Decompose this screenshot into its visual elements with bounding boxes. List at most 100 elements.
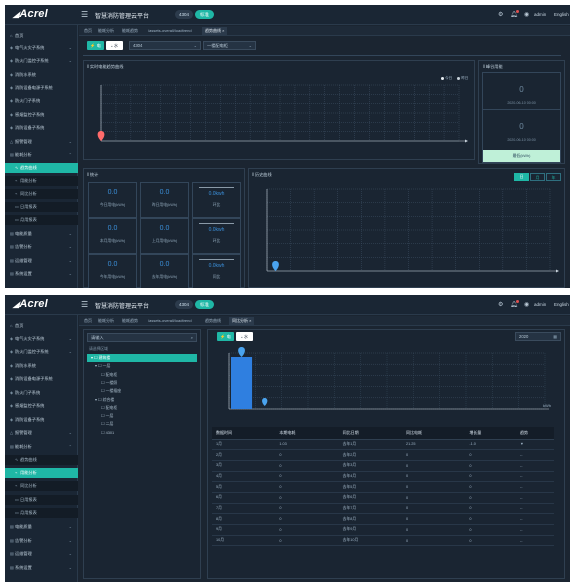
- table-cell: --: [515, 460, 554, 472]
- tree-filter[interactable]: 请选择区域: [89, 347, 108, 351]
- user-icon[interactable]: ◉: [524, 12, 530, 18]
- tree-node[interactable]: ☐ 二层: [101, 421, 114, 427]
- username[interactable]: admin: [534, 12, 547, 17]
- tree-node[interactable]: ☐ 配电柜: [101, 371, 118, 377]
- menu-toggle-icon[interactable]: ☰: [81, 300, 89, 309]
- bell-icon[interactable]: 🔔︎: [510, 302, 518, 308]
- sidebar-item-fire-door[interactable]: ◈ 防火门子系统: [5, 96, 78, 106]
- tab-home[interactable]: 首页: [84, 318, 92, 323]
- tab-trend-curve[interactable]: 趋势曲线 ×: [202, 27, 228, 35]
- stat-label: 环比: [212, 203, 221, 207]
- sidebar-item-alarm[interactable]: △ 报警管理 ⌄: [5, 428, 78, 438]
- tab-path[interactable]: /assets-overall/loadtrend: [148, 318, 192, 323]
- sidebar-sub-trend[interactable]: ∿ 趋势曲线: [5, 455, 78, 465]
- table-row: 7月 0 去年7月 0 0 --: [212, 503, 554, 515]
- sidebar-item-power-quality[interactable]: ▤电能质量 ⌄: [5, 229, 78, 239]
- sidebar-item-energy[interactable]: ▤能耗分析 ⌃: [5, 150, 78, 160]
- sidebar-item-alarm-analysis[interactable]: ▤告警分析 ⌄: [5, 536, 78, 546]
- sidebar-item-power-supply[interactable]: ◈ 消防设备电源子系统: [5, 83, 78, 93]
- sidebar-sub-usage[interactable]: ⌁ 用能分析: [5, 176, 78, 186]
- sidebar-item-smoke-monitor[interactable]: ◈ 感烟监控子系统: [5, 110, 78, 120]
- sidebar-item-fire-equipment[interactable]: ◈ 消防设备子系统: [5, 415, 78, 425]
- sidebar-item-power-supply[interactable]: ◈ 消防设备电源子系统: [5, 374, 78, 384]
- tab-energy-trend[interactable]: 能耗趋势: [122, 318, 138, 323]
- param-select[interactable]: 一楼配电柜 ⌄: [203, 41, 256, 50]
- sidebar-item-electrical-fire[interactable]: ◈ 电气火灾子系统 ⌄: [5, 43, 78, 53]
- language-switch[interactable]: English: [554, 12, 569, 17]
- table-header: 增长量: [465, 427, 516, 440]
- tab-path[interactable]: /assets-overall/loadtrend: [148, 28, 192, 33]
- year-select[interactable]: 2020 ▦: [515, 332, 561, 341]
- sidebar-sub-yoy[interactable]: ⌁ 同比分析: [5, 481, 78, 491]
- sidebar-item-smoke-monitor[interactable]: ◈ 感烟监控子系统: [5, 401, 78, 411]
- tree-search-input[interactable]: 请输入 ⌕: [87, 333, 197, 342]
- tab-trend-curve[interactable]: 趋势曲线: [205, 318, 221, 323]
- tree-node[interactable]: ▾ ☐ 建筑楼: [87, 354, 197, 362]
- sidebar-item-power-quality[interactable]: ▤电能质量 ⌄: [5, 522, 78, 532]
- sidebar-sub-usage[interactable]: ⌁ 用能分析: [5, 468, 78, 478]
- level-badge: 标准: [195, 300, 214, 309]
- sidebar-item-water-system[interactable]: ◈ 消防水系统: [5, 70, 78, 80]
- sidebar-item-alarm[interactable]: △ 报警管理 ⌄: [5, 137, 78, 147]
- tree-node[interactable]: ☐ 一层: [101, 413, 114, 419]
- settings-icon[interactable]: ⚙: [498, 12, 504, 18]
- username[interactable]: admin: [534, 302, 547, 307]
- table-cell: 0: [465, 513, 516, 525]
- meter-select[interactable]: 4304 ⌄: [129, 41, 201, 50]
- table-cell: 去年2月: [338, 449, 402, 461]
- sidebar-sub-yoy[interactable]: ⌁ 同比分析: [5, 189, 78, 199]
- sidebar-item-home[interactable]: ⌂ 首页: [5, 31, 78, 41]
- period-year[interactable]: 年: [546, 173, 561, 181]
- period-day[interactable]: 日: [514, 173, 529, 181]
- sidebar-sub-daily-report[interactable]: ▭日用报表: [5, 202, 78, 212]
- axis-arrow-icon: [465, 139, 468, 143]
- history-title: ‖ 历史曲线: [252, 172, 272, 177]
- bell-icon[interactable]: 🔔︎: [510, 12, 518, 18]
- menu-toggle-icon[interactable]: ☰: [81, 10, 89, 19]
- sidebar-item-maintenance[interactable]: ▤运维管理 ⌄: [5, 549, 78, 559]
- sidebar-item-maintenance[interactable]: ▤运维管理 ⌄: [5, 256, 78, 266]
- sidebar-item-fire-door-monitor[interactable]: ◈ 防火门监控子系统 ⌄: [5, 56, 78, 66]
- tree-node[interactable]: ☐ 4301: [101, 429, 115, 435]
- toggle-water[interactable]: 💧︎ 水: [236, 332, 253, 341]
- sidebar-sub-daily-report[interactable]: ▭日用报表: [5, 495, 78, 505]
- sidebar-item-water-system[interactable]: ◈ 消防水系统: [5, 361, 78, 371]
- toggle-water[interactable]: 💧︎ 水: [106, 41, 123, 50]
- data-marker-icon: [262, 398, 268, 406]
- sidebar-item-energy[interactable]: ▤能耗分析 ⌃: [5, 442, 78, 452]
- toggle-electric[interactable]: ⚡ 电: [87, 41, 104, 50]
- tab-energy[interactable]: 能耗分析: [98, 28, 114, 33]
- tree-node[interactable]: ☐ 一楼照: [101, 379, 118, 385]
- alarm-icon: △: [10, 430, 14, 435]
- sidebar-item-fire-door[interactable]: ◈ 防火门子系统: [5, 388, 78, 398]
- tab-energy[interactable]: 能耗分析: [98, 318, 114, 323]
- sidebar-item-electrical-fire[interactable]: ◈ 电气火灾子系统 ⌄: [5, 334, 78, 344]
- table-cell: 4月: [212, 471, 276, 483]
- sidebar-sub-monthly-report[interactable]: ▭月用报表: [5, 215, 78, 225]
- settings-icon[interactable]: ⚙: [498, 302, 504, 308]
- sidebar-item-fire-equipment[interactable]: ◈ 消防设备子系统: [5, 123, 78, 133]
- tab-yoy-analysis[interactable]: 同比分析 ×: [229, 317, 255, 325]
- user-icon[interactable]: ◉: [524, 302, 530, 308]
- tree-node[interactable]: ☐ 配电柜: [101, 404, 118, 410]
- tree-node[interactable]: ▾ ☐ 综合楼: [95, 396, 115, 402]
- sidebar-item-home[interactable]: ⌂ 首页: [5, 321, 78, 331]
- tab-energy-trend[interactable]: 能耗趋势: [122, 28, 138, 33]
- toggle-electric[interactable]: ⚡ 电: [217, 332, 234, 341]
- stat-label: 今日用电(kWh): [99, 203, 126, 207]
- period-month[interactable]: 月: [530, 173, 545, 181]
- tab-home[interactable]: 首页: [84, 28, 92, 33]
- sidebar-item-fire-door-monitor[interactable]: ◈ 防火门监控子系统 ⌄: [5, 347, 78, 357]
- language-switch[interactable]: English: [554, 302, 569, 307]
- table-cell: 0: [275, 535, 339, 547]
- table-row: 5月 0 去年5月 0 0 --: [212, 481, 554, 493]
- chevron-down-icon: ⌄: [68, 565, 72, 570]
- report-icon: ▭: [15, 204, 19, 209]
- sidebar-sub-trend[interactable]: ∿ 趋势曲线: [5, 163, 78, 173]
- tree-node[interactable]: ☐ 一楼插座: [101, 388, 122, 394]
- sidebar-item-settings[interactable]: ▤系统设置 ⌄: [5, 269, 78, 279]
- tree-node[interactable]: ▾ ☐ 一层: [95, 363, 111, 369]
- sidebar-sub-monthly-report[interactable]: ▭月用报表: [5, 508, 78, 518]
- sidebar-item-alarm-analysis[interactable]: ▤告警分析 ⌄: [5, 242, 78, 252]
- sidebar-item-settings[interactable]: ▤系统设置 ⌄: [5, 563, 78, 573]
